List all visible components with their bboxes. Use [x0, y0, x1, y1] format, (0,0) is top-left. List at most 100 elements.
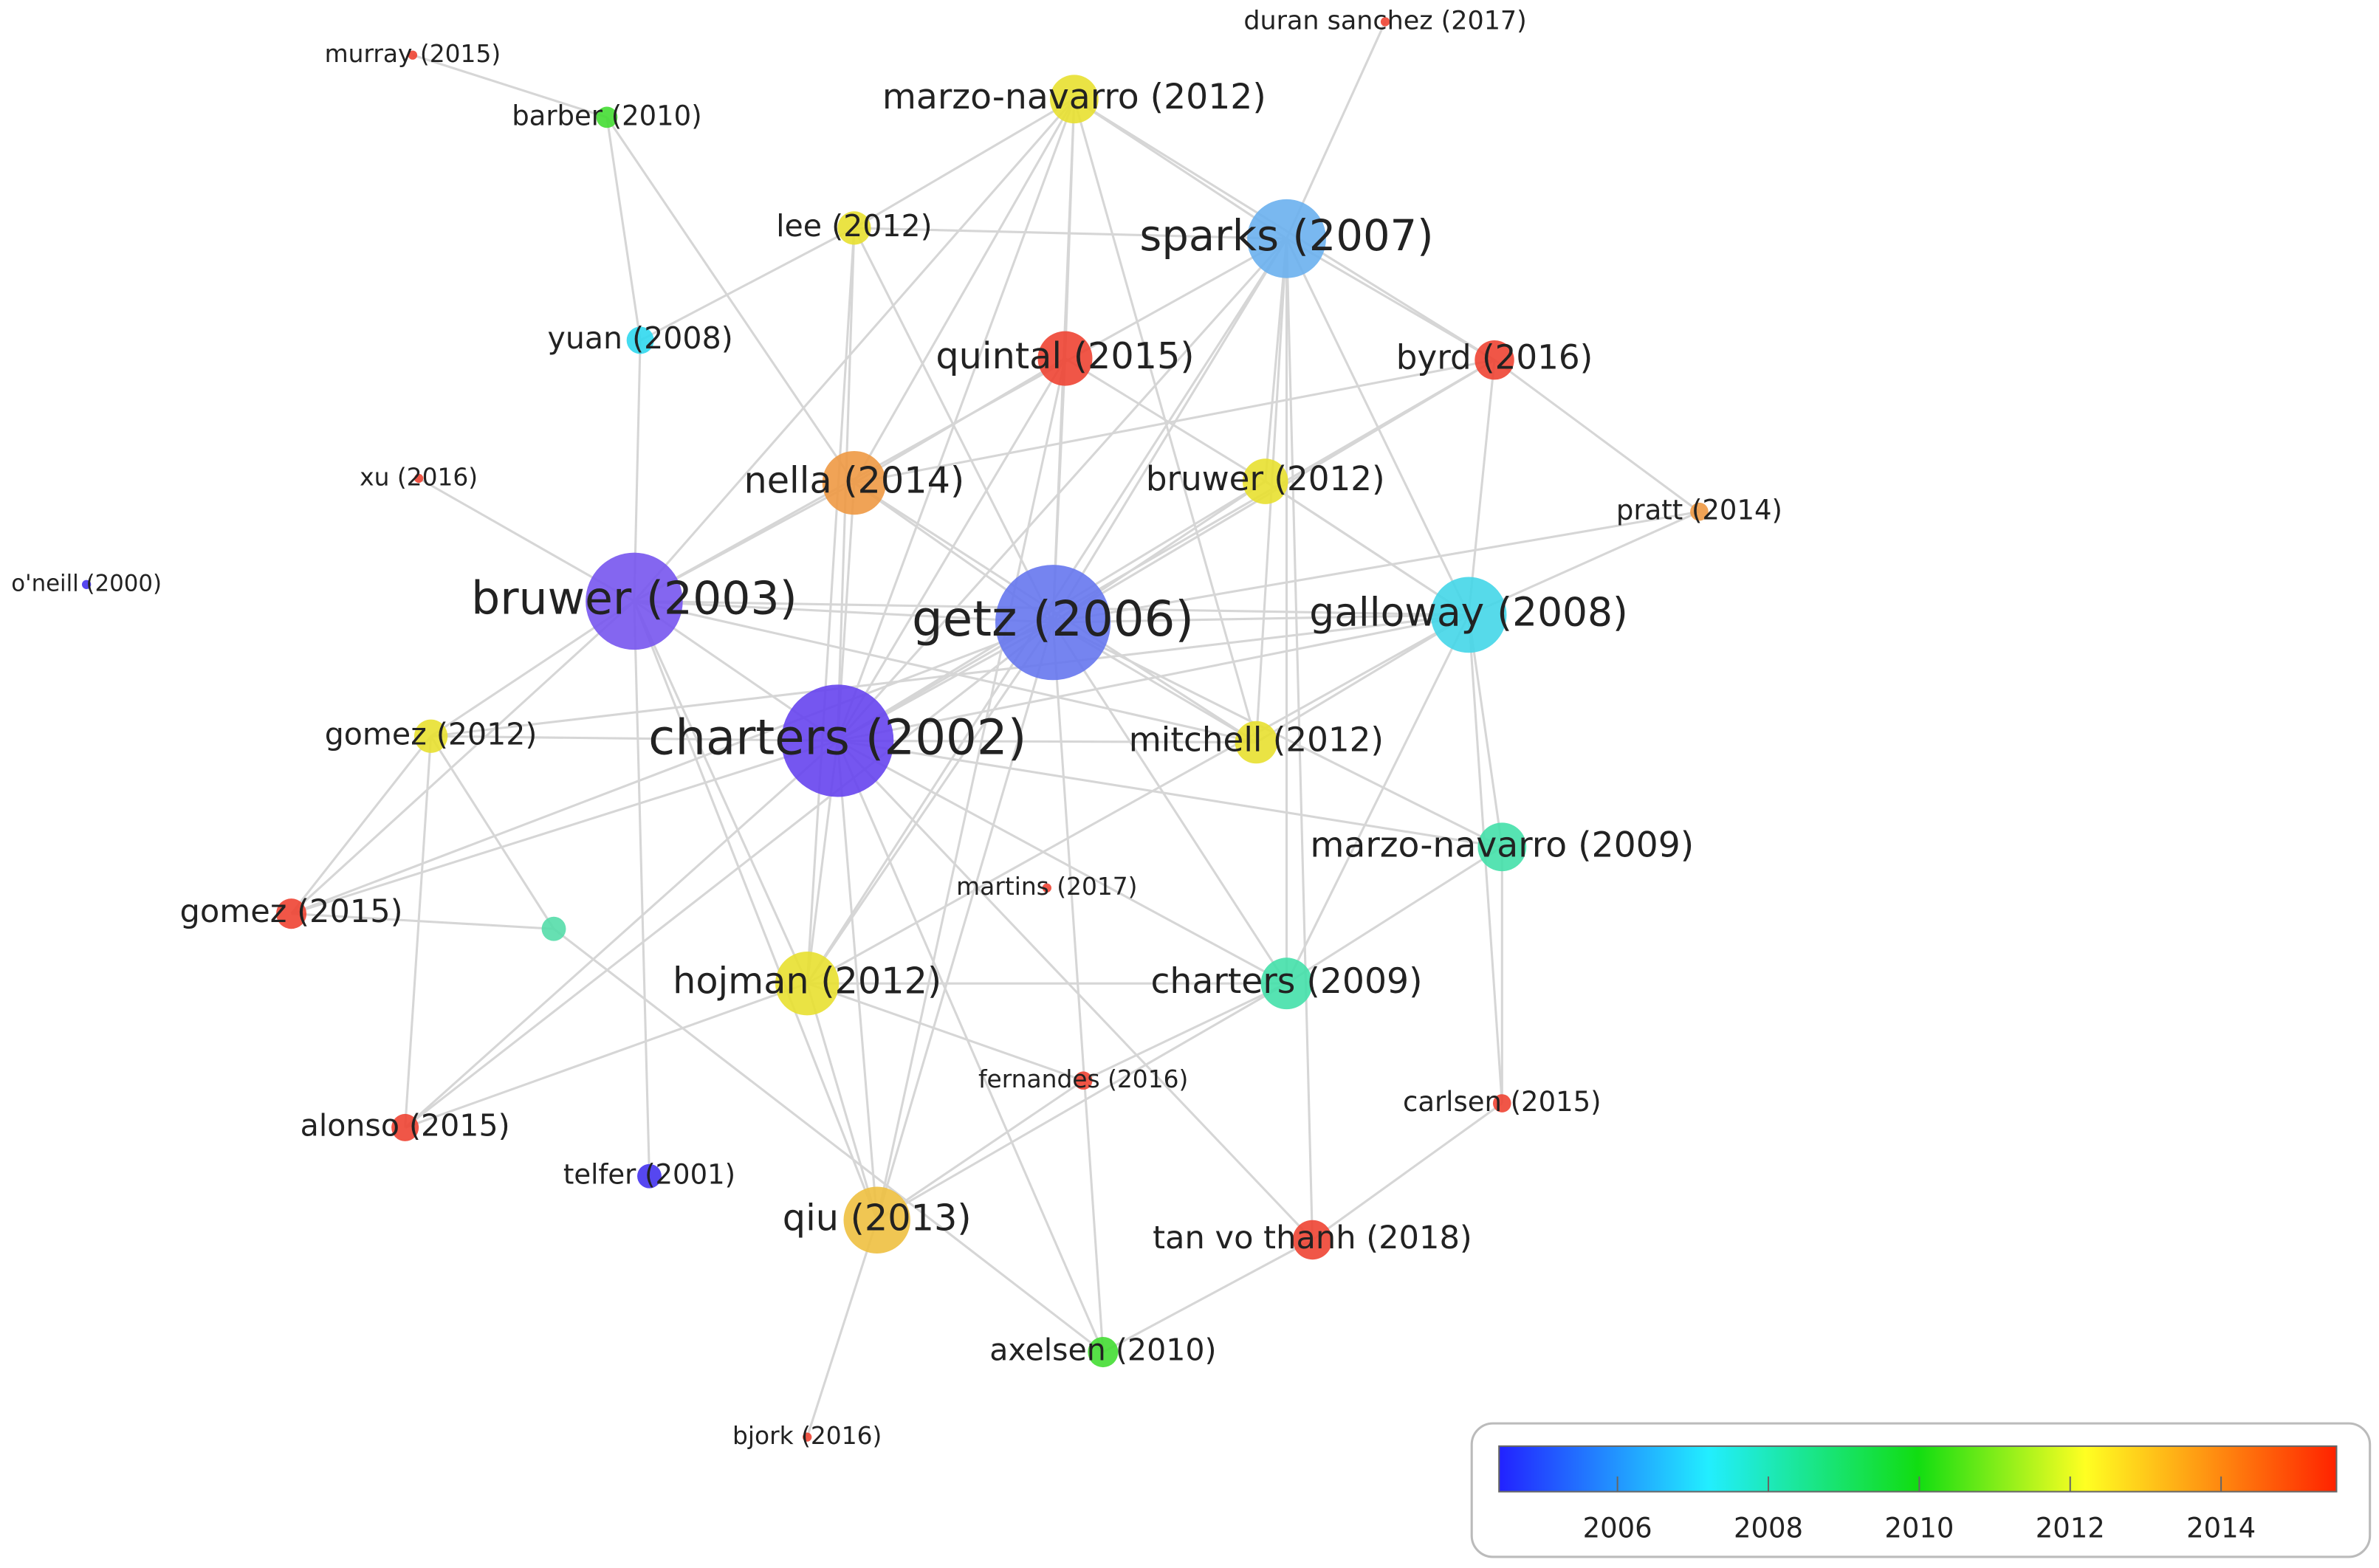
edge [876, 358, 1067, 1221]
node-label: bjork (2016) [732, 1421, 882, 1450]
node-label: murray (2015) [325, 39, 501, 68]
node [1242, 458, 1288, 504]
node [1477, 822, 1527, 872]
node [775, 952, 840, 1016]
edge [633, 600, 809, 984]
node-label: byrd (2016) [1396, 338, 1593, 377]
node [275, 898, 307, 929]
node-label: sparks (2007) [1139, 211, 1433, 261]
edge [633, 600, 879, 1221]
node [408, 50, 418, 60]
edge [854, 227, 1287, 240]
edge [837, 739, 1503, 848]
edge [1051, 238, 1288, 623]
node-label: bruwer (2003) [471, 571, 797, 625]
node-label: bruwer (2012) [1146, 459, 1385, 498]
edge [1053, 613, 1469, 624]
node-label: xu (2016) [360, 462, 478, 491]
edge [836, 740, 1105, 1353]
edge [1467, 614, 1503, 847]
node [1430, 577, 1507, 653]
edge [806, 613, 1469, 985]
edge [876, 1079, 1085, 1222]
node-label: mitchell (2012) [1129, 720, 1384, 759]
node-label: tan vo thanh (2018) [1153, 1220, 1472, 1256]
edge [854, 97, 1075, 230]
edge [633, 601, 651, 1177]
edge [806, 622, 1054, 985]
node [1235, 721, 1278, 764]
node [596, 106, 618, 128]
node-label: quintal (2015) [936, 334, 1194, 377]
node-label: carlsen (2015) [1403, 1086, 1602, 1118]
node [413, 719, 448, 753]
edge [639, 227, 855, 342]
edge [1468, 510, 1700, 616]
edge [634, 599, 1054, 624]
edge [837, 739, 1257, 744]
node-label: qiu (2013) [783, 1196, 972, 1239]
edge [837, 740, 1288, 985]
node-label: o'neill (2000) [11, 570, 162, 596]
edge [876, 622, 1054, 1221]
edge [1102, 1239, 1314, 1353]
node-label: charters (2002) [648, 709, 1026, 766]
edge [291, 912, 555, 930]
edge [837, 740, 1314, 1241]
edge [836, 357, 1066, 742]
edge [1467, 360, 1496, 616]
node-label: alonso (2015) [301, 1107, 510, 1143]
edge [634, 599, 1257, 743]
node-label: galloway (2008) [1309, 589, 1628, 636]
tick-label: 2008 [1734, 1512, 1803, 1544]
edge [1311, 1102, 1503, 1241]
edge [1285, 845, 1503, 985]
tick-label: 2006 [1583, 1512, 1652, 1544]
edge [1064, 357, 1266, 483]
node [1247, 199, 1326, 278]
edge [404, 736, 433, 1128]
edge [806, 1220, 879, 1438]
tick-label: 2014 [2186, 1512, 2256, 1544]
node [1380, 17, 1390, 27]
tick-label: 2012 [2036, 1512, 2105, 1544]
edge [430, 735, 838, 742]
edge [854, 359, 1495, 484]
node-label: marzo-navarro (2009) [1310, 825, 1694, 865]
edge [854, 357, 1066, 484]
node [1475, 340, 1514, 380]
edge [1285, 614, 1470, 984]
edge [290, 600, 635, 915]
edge [405, 982, 808, 1129]
node [391, 1113, 419, 1141]
edge [836, 98, 1076, 741]
edge [1494, 359, 1700, 513]
edge [1051, 622, 1288, 985]
node [541, 916, 566, 941]
edge [404, 621, 1054, 1129]
node [843, 1186, 910, 1254]
edge [1052, 510, 1700, 624]
node [1492, 1094, 1511, 1113]
node-label: hojman (2012) [673, 960, 941, 1003]
edges [290, 21, 1700, 1438]
node-label: charters (2009) [1150, 961, 1422, 1002]
edge [290, 621, 1054, 915]
node-label: fernandes (2016) [978, 1065, 1188, 1093]
node-label: barber (2010) [512, 100, 701, 131]
edge [605, 117, 642, 341]
node [995, 565, 1111, 681]
node-label: getz (2006) [912, 591, 1194, 647]
edge [853, 98, 1076, 484]
node-label: gomez (2015) [179, 893, 402, 930]
edge [412, 54, 608, 119]
node [586, 552, 683, 650]
edge [1051, 622, 1105, 1352]
edge [1285, 21, 1387, 239]
node-label: yuan (2008) [548, 320, 733, 356]
node-label: axelsen (2010) [989, 1333, 1216, 1368]
edge [633, 98, 1075, 602]
edge [605, 117, 856, 484]
